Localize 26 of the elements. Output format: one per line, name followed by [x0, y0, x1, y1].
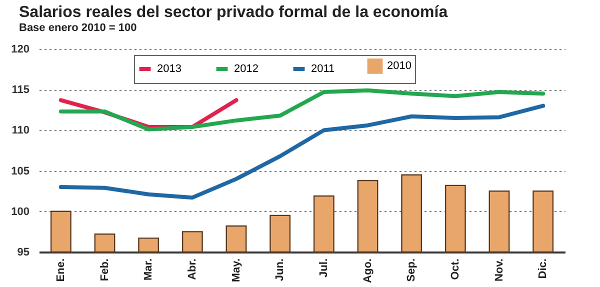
- line-series: [58, 88, 546, 132]
- y-tick-label: 120: [11, 44, 30, 56]
- x-tick-label: Nov.: [493, 258, 506, 282]
- y-tick-label: 105: [11, 165, 30, 178]
- legend-label: 2012: [234, 63, 258, 75]
- y-tick-label: 95: [17, 246, 30, 258]
- y-tick-label: 115: [12, 84, 30, 96]
- x-tick-label: May.: [230, 258, 242, 282]
- chart-subtitle: Base enero 2010 = 100: [19, 22, 137, 34]
- y-tick-label: 100: [11, 206, 30, 218]
- x-tick-label: Mar.: [142, 258, 155, 281]
- x-tick-label: Ene.: [54, 258, 67, 282]
- x-tick-label: Dic.: [537, 258, 550, 279]
- legend-label: 2010: [387, 60, 412, 72]
- x-tick-label: Oct.: [449, 258, 462, 280]
- x-tick-label: Abr.: [186, 258, 198, 280]
- x-tick-label: Feb.: [98, 258, 111, 282]
- legend-label: 2011: [311, 63, 335, 75]
- line-series: [58, 104, 546, 200]
- chart-title: Salarios reales del sector privado formal de la economía: [19, 4, 448, 21]
- x-tick-label: Ago.: [362, 258, 374, 283]
- x-tick-label: Sep.: [406, 258, 418, 282]
- x-tick-label: Jul.: [318, 258, 330, 278]
- legend-label: 2013: [157, 63, 182, 75]
- y-tick-label: 110: [12, 124, 30, 137]
- x-tick-label: Jun.: [274, 258, 286, 282]
